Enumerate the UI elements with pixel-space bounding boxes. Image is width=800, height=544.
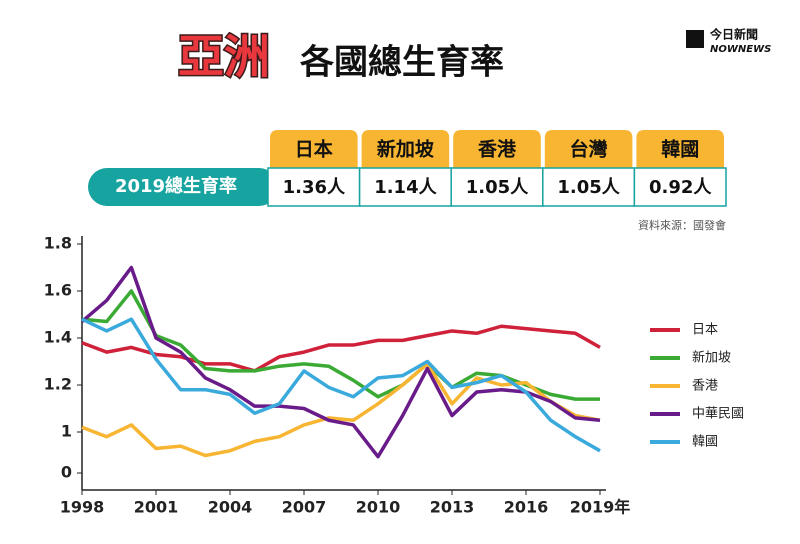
value-text: 1.14人 — [374, 177, 437, 198]
x-tick-label: 2001 — [134, 498, 179, 517]
header-text: 韓國 — [661, 138, 699, 161]
logo-icon — [686, 30, 704, 48]
series-line — [81, 289, 600, 401]
y-tick-label: 1.2 — [44, 375, 72, 394]
series-line — [80, 265, 601, 459]
y-tick-label: 1.6 — [44, 281, 72, 300]
header-cell — [361, 130, 450, 168]
header-text: 香港 — [477, 139, 517, 161]
value-cell — [450, 167, 544, 207]
x-tick-label: 2010 — [356, 498, 401, 517]
header-text: 台灣 — [570, 138, 608, 161]
y-tick-label: 1.4 — [44, 328, 72, 347]
value-text: 1.05人 — [466, 177, 529, 198]
legend-label: 香港 — [692, 379, 718, 394]
series-line — [81, 362, 601, 458]
x-tick-label: 2007 — [282, 498, 327, 517]
row-label-bg — [88, 168, 278, 206]
header-cell — [270, 130, 358, 168]
source: 資料來源：國發會 — [638, 218, 726, 232]
header-cell — [453, 130, 541, 168]
x-tick-label: 2004 — [208, 498, 253, 517]
value-cell — [267, 167, 361, 207]
logo-brand: NOWNEWS — [710, 44, 771, 55]
legend-label: 新加坡 — [692, 350, 731, 366]
title: 各國總生育率 — [300, 43, 504, 83]
legend-label: 日本 — [692, 323, 718, 338]
legend-label: 中華民國 — [692, 407, 744, 422]
x-tick-label: 1998 — [60, 498, 105, 517]
row-label: 2019總生育率 — [115, 175, 237, 197]
x-tick-label: 2019年 — [570, 498, 631, 517]
x-tick-label: 2016 — [504, 498, 549, 517]
series-line — [81, 324, 601, 373]
header-text: 新加坡 — [377, 138, 435, 161]
x-tick-label: 2013 — [430, 498, 475, 517]
value-cell — [633, 167, 727, 207]
header-text: 日本 — [295, 138, 333, 161]
header-cell — [544, 130, 633, 168]
series-line — [81, 317, 601, 453]
y-tick-label: 0 — [61, 463, 72, 482]
value-text: 1.36人 — [283, 177, 346, 198]
value-text: 1.05人 — [557, 177, 620, 198]
y-tick-label: 1.8 — [44, 234, 72, 253]
title-highlight: 亞洲 — [178, 30, 270, 84]
value-text: 0.92人 — [649, 177, 712, 198]
legend-label: 韓國 — [692, 435, 718, 450]
header-cell — [636, 130, 724, 168]
logo-name: 今日新聞 — [709, 27, 758, 42]
y-tick-label: 1 — [61, 422, 72, 441]
